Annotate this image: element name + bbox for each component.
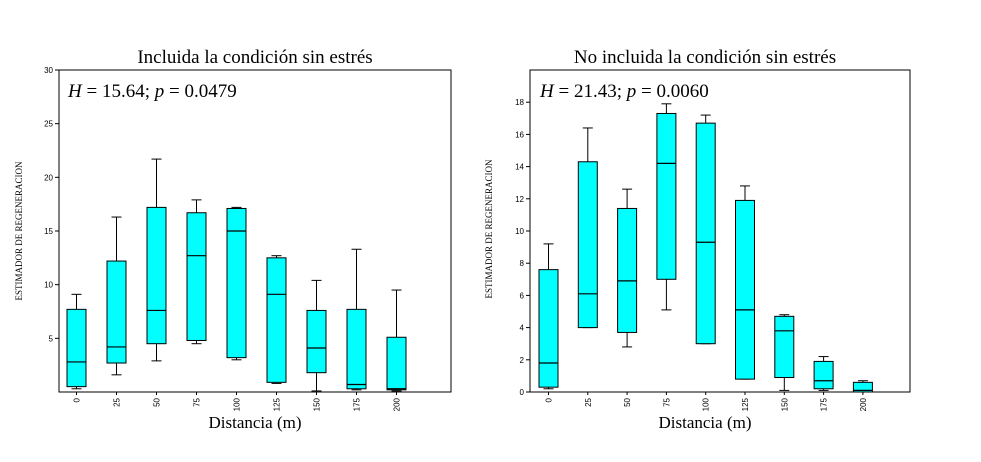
chart-right-boxes [538,103,873,393]
chart-right-title: No incluida la condición sin estrés [574,47,836,68]
x-tick-label: 200 [859,397,868,411]
box-iqr [538,269,559,388]
box-iqr [577,161,598,329]
chart-left-yaxis: 5 10 15 20 25 30 [44,66,59,343]
box-0 [66,293,87,390]
x-tick-label: 75 [193,397,202,406]
box-75 [656,103,677,311]
box-iqr [774,315,795,379]
x-tick-label: 100 [233,397,242,411]
chart-left-boxes [66,158,407,392]
y-tick-label: 16 [515,130,524,139]
chart-right: No incluida la condición sin estrés H = … [484,47,911,432]
box-iqr [656,112,677,280]
box-200 [386,289,407,392]
box-100 [695,114,716,345]
box-iqr [852,381,873,393]
chart-left-stat-p: 0.0479 [184,81,236,102]
x-tick-label: 50 [623,397,632,406]
chart-right-xlabel: Distancia (m) [659,413,752,432]
y-tick-label: 12 [515,195,524,204]
box-iqr [346,308,367,390]
x-tick-label: 0 [73,397,82,402]
x-tick-label: 25 [584,397,593,406]
box-175 [813,356,834,391]
box-150 [306,279,327,392]
x-tick-label: 175 [820,397,829,411]
y-tick-label: 4 [520,324,525,333]
chart-right-stat: H = 21.43; p = 0.0060 [539,81,709,102]
box-iqr [226,207,247,359]
x-tick-label: 25 [113,397,122,406]
x-tick-label: 125 [273,397,282,411]
x-tick-label: 150 [313,397,322,411]
box-125 [735,185,755,380]
chart-left-xaxis: 0 25 50 75 100 125 150 175 200 [73,392,402,411]
chart-right-ylabel: ESTIMADOR DE REGENERACION [484,159,494,298]
box-50 [146,158,167,362]
chart-right-yaxis: 0 2 4 6 8 10 12 14 16 18 [515,98,530,397]
x-tick-label: 175 [353,397,362,411]
x-tick-label: 50 [153,397,162,406]
box-150 [774,314,795,391]
y-tick-label: 6 [520,291,525,300]
y-tick-label: 14 [515,163,524,172]
chart-right-stat-h: 21.43 [574,81,617,102]
chart-left-ylabel: ESTIMADOR DE REGENERACION [14,161,24,300]
chart-right-xaxis: 0 25 50 75 100 125 150 175 200 [545,392,868,411]
box-25 [106,216,127,376]
box-0 [538,243,559,390]
y-tick-label: 0 [520,388,525,397]
y-tick-label: 5 [49,334,54,343]
box-iqr [695,122,716,345]
box-iqr [266,257,287,383]
y-tick-label: 20 [44,173,53,182]
y-tick-label: 18 [515,98,524,107]
chart-left: Incluida la condición sin estrés H = 15.… [14,47,452,432]
x-tick-label: 75 [662,397,671,406]
chart-left-xlabel: Distancia (m) [209,413,302,432]
chart-left-stat-h: 15.64 [102,81,145,102]
box-iqr [617,207,638,333]
x-tick-label: 100 [702,397,711,411]
chart-left-stat: H = 15.64; p = 0.0479 [67,81,237,102]
y-tick-label: 30 [44,66,53,75]
box-100 [226,206,247,361]
chart-right-stat-p: 0.0060 [656,81,708,102]
box-iqr [106,260,127,364]
box-iqr [306,309,327,374]
y-tick-label: 15 [44,227,53,236]
box-iqr [186,212,207,341]
chart-left-title: Incluida la condición sin estrés [137,47,372,68]
box-iqr [66,308,87,388]
box-125 [266,255,287,384]
box-50 [617,188,638,348]
box-175 [346,248,367,391]
box-25 [577,127,598,329]
x-tick-label: 150 [780,397,789,411]
box-iqr [386,336,407,391]
box-iqr [735,199,755,380]
x-tick-label: 0 [545,397,554,402]
y-tick-label: 8 [520,259,525,268]
y-tick-label: 2 [520,356,525,365]
y-tick-label: 10 [44,281,53,290]
y-tick-label: 25 [44,120,53,129]
box-75 [186,199,207,345]
x-tick-label: 125 [741,397,750,411]
x-tick-label: 200 [393,397,402,411]
box-200 [852,380,873,393]
box-iqr [146,206,167,345]
y-tick-label: 10 [515,227,524,236]
box-iqr [813,360,834,390]
